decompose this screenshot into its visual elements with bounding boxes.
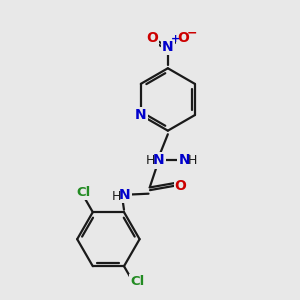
Text: Cl: Cl (130, 275, 145, 288)
Text: N: N (178, 153, 190, 167)
Text: O: O (146, 31, 158, 45)
Text: O: O (175, 179, 187, 193)
Text: N: N (153, 153, 165, 167)
Text: N: N (119, 188, 130, 202)
Text: N: N (135, 108, 147, 122)
Text: O: O (177, 31, 189, 45)
Text: +: + (171, 34, 181, 44)
Text: H: H (188, 154, 197, 167)
Text: H: H (146, 154, 155, 167)
Text: N: N (162, 40, 174, 54)
Text: −: − (186, 26, 197, 39)
Text: H: H (112, 190, 121, 202)
Text: Cl: Cl (76, 186, 90, 199)
